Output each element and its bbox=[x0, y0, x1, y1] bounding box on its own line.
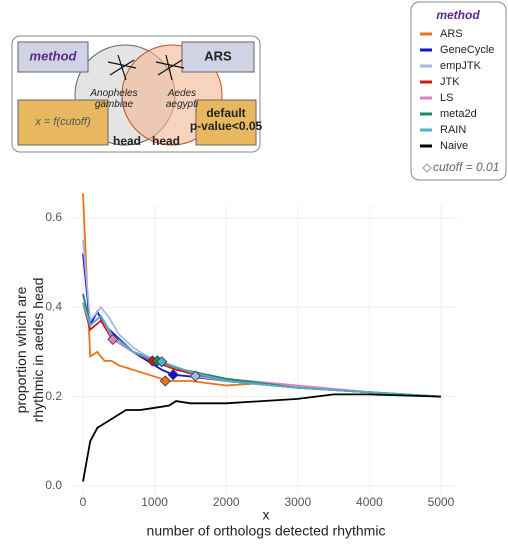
diagram: method ARS x = f(cutoff) Anopheles gambia… bbox=[11, 35, 263, 153]
legend-label: GeneCycle bbox=[440, 44, 494, 56]
legend-label: JTK bbox=[440, 76, 460, 88]
diagram-text: default p-value<0.05 bbox=[190, 106, 263, 133]
y-rule-box bbox=[195, 99, 257, 146]
legend-label: Naive bbox=[440, 140, 468, 152]
cutoff-marker bbox=[159, 375, 171, 387]
cutoff-marker bbox=[107, 333, 119, 345]
tissue-1: head bbox=[113, 134, 141, 148]
x-axis-label: number of orthologs detected rhythmic bbox=[147, 523, 386, 539]
y-axis-label: proportion which arerhythmic in aedes he… bbox=[13, 278, 46, 423]
legend: method cutoff = 0.01 bbox=[410, 1, 507, 181]
diagram-text: Anopheles gambiae bbox=[89, 88, 137, 110]
series-line bbox=[82, 293, 442, 398]
series-line bbox=[82, 293, 442, 398]
x-tick-label: 4000 bbox=[356, 495, 383, 509]
method-value-box bbox=[181, 41, 255, 73]
species-1: Anopheles gambiae bbox=[89, 88, 137, 110]
method-value: ARS bbox=[204, 48, 232, 63]
y-tick-label: 0.4 bbox=[45, 299, 62, 313]
y-tick-label: 0.2 bbox=[45, 389, 62, 403]
cutoff-annotation: cutoff = 0.01 bbox=[433, 160, 499, 174]
x-tick-label: 2000 bbox=[213, 495, 240, 509]
legend-label: LS bbox=[440, 92, 453, 104]
x-rule: x = f(cutoff) bbox=[34, 116, 91, 128]
cutoff-marker bbox=[156, 356, 168, 368]
legend-label: RAIN bbox=[440, 124, 466, 136]
cutoff-marker bbox=[167, 369, 179, 381]
mosquito-icon bbox=[107, 54, 185, 81]
x-tick-label: 1000 bbox=[141, 495, 168, 509]
series-line bbox=[82, 393, 442, 482]
cutoff-symbol bbox=[422, 163, 432, 173]
legend-frame bbox=[410, 1, 507, 181]
series-line bbox=[82, 193, 442, 398]
tissue-2: head bbox=[152, 134, 180, 148]
legend-label: empJTK bbox=[440, 60, 482, 72]
y-axis-label-line: proportion which are bbox=[13, 286, 29, 413]
x-tick-label: 3000 bbox=[284, 495, 311, 509]
x-rule-box bbox=[17, 99, 109, 146]
y-axis-label-line: rhythmic in aedes head bbox=[30, 278, 46, 423]
x-tick-label: 0 bbox=[80, 495, 87, 509]
series-line bbox=[82, 240, 442, 398]
method-label: method bbox=[30, 48, 78, 63]
series-line bbox=[82, 253, 442, 398]
legend-title: method bbox=[436, 8, 480, 22]
cutoff-marker bbox=[189, 370, 201, 382]
y-tick-label: 0.6 bbox=[45, 210, 62, 224]
legend-label: ARS bbox=[440, 28, 463, 40]
x-tick-label: 5000 bbox=[428, 495, 455, 509]
y-tick-label: 0.0 bbox=[45, 478, 62, 492]
method-box bbox=[17, 41, 89, 73]
species-2: Aedes aegypti bbox=[166, 88, 199, 110]
legend-label: meta2d bbox=[440, 108, 477, 120]
x-axis-label-top: x bbox=[263, 507, 270, 523]
y-rule: default p-value<0.05 bbox=[190, 106, 263, 133]
diagram-text: Aedes aegypti bbox=[166, 88, 199, 110]
